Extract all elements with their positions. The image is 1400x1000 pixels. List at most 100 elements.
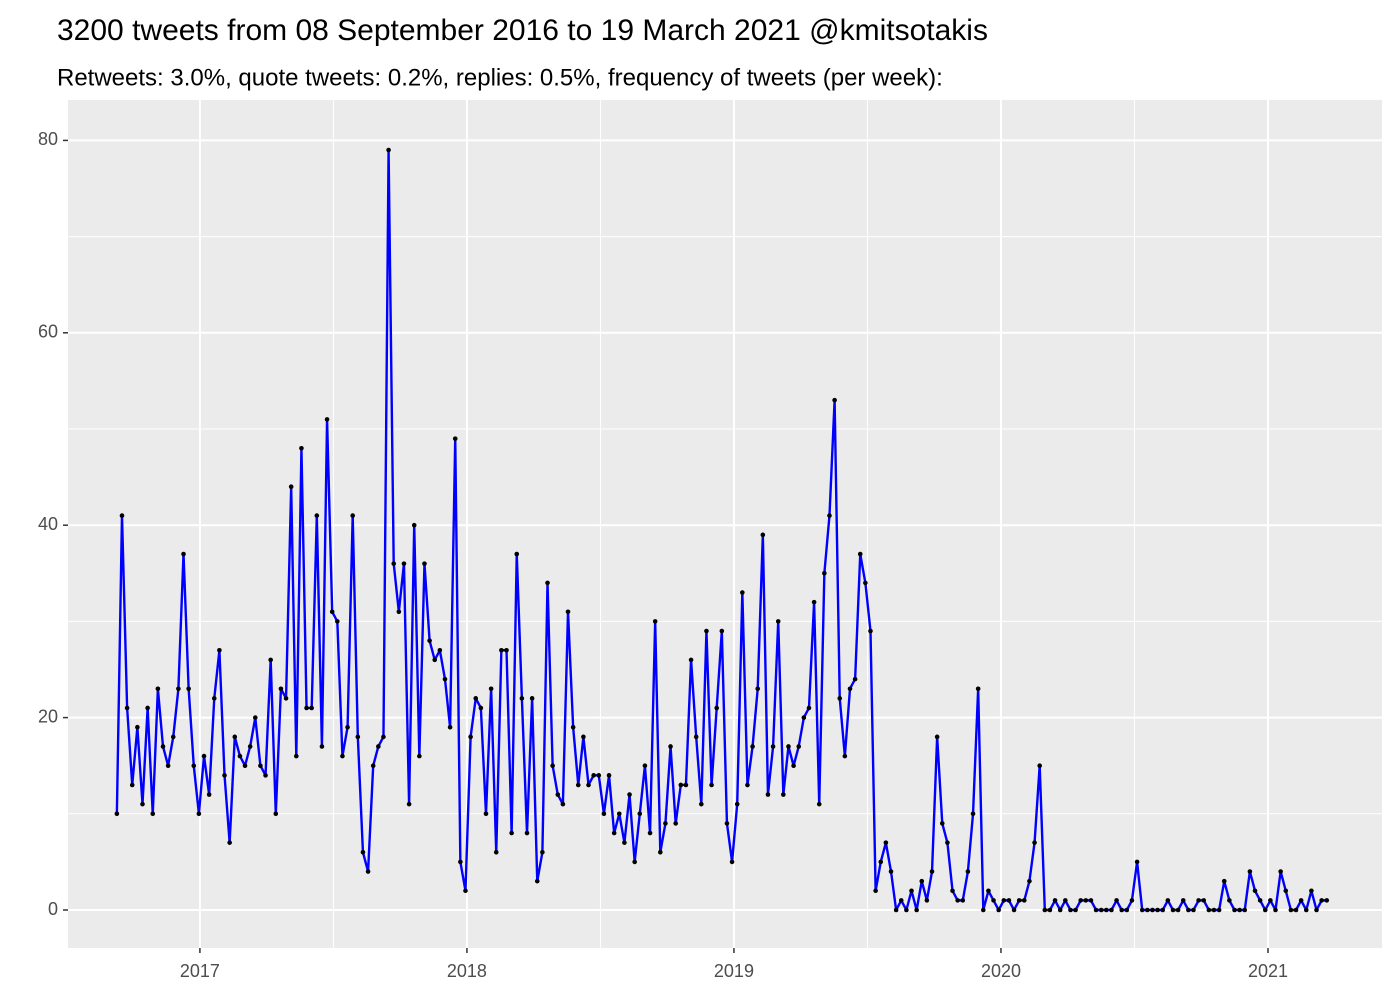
data-point [775, 619, 781, 624]
data-point [386, 147, 391, 153]
data-point [1216, 907, 1222, 913]
data-point [237, 753, 243, 759]
data-point [417, 753, 422, 759]
data-point [1001, 898, 1007, 903]
data-point [601, 811, 607, 817]
data-point [565, 609, 571, 615]
data-point [724, 821, 730, 826]
data-point [678, 782, 684, 788]
data-point [1032, 840, 1037, 845]
data-point [1309, 888, 1314, 894]
y-tick-label: 60 [38, 322, 58, 342]
data-point [534, 878, 540, 884]
data-point [955, 898, 960, 903]
data-point [883, 840, 889, 845]
data-point [781, 792, 786, 797]
y-tick-label: 80 [38, 129, 58, 149]
data-point [196, 811, 202, 817]
data-point [1191, 907, 1196, 913]
data-point [376, 744, 381, 749]
data-point [1175, 907, 1181, 913]
data-point [206, 792, 212, 797]
data-point [170, 734, 176, 740]
data-point [499, 647, 504, 653]
data-point [1252, 888, 1258, 894]
data-point [1134, 859, 1140, 865]
data-point [242, 763, 248, 769]
data-point [468, 734, 473, 740]
data-point [324, 417, 330, 422]
data-point [868, 628, 873, 634]
x-tick-label: 2019 [714, 961, 754, 981]
plot-panel [68, 100, 1382, 948]
data-point [1078, 898, 1083, 903]
data-point [904, 907, 909, 913]
data-point [1155, 907, 1160, 913]
data-point [135, 724, 140, 730]
data-point [1073, 907, 1078, 913]
data-point [1057, 907, 1063, 913]
data-point [939, 821, 945, 826]
data-point [370, 763, 376, 769]
data-point [186, 686, 191, 692]
chart-subtitle: Retweets: 3.0%, quote tweets: 0.2%, repl… [57, 64, 943, 91]
data-point [201, 753, 207, 759]
data-point [909, 888, 914, 894]
data-point [791, 763, 796, 769]
data-point [155, 686, 161, 692]
data-point [986, 888, 991, 894]
data-point [914, 907, 919, 913]
data-point [1237, 907, 1242, 913]
data-point [714, 705, 719, 711]
data-point [437, 647, 443, 653]
data-point [401, 561, 407, 566]
data-point [1042, 907, 1048, 913]
data-point [878, 859, 884, 865]
data-point [837, 696, 843, 701]
data-point [504, 647, 509, 653]
data-point [1206, 907, 1212, 913]
data-point [1298, 898, 1304, 903]
data-point [1124, 907, 1130, 913]
data-point [211, 696, 217, 701]
data-point [222, 773, 227, 778]
data-point [1247, 869, 1253, 874]
data-point [524, 830, 530, 836]
data-point [1319, 898, 1324, 903]
data-point [873, 888, 878, 894]
data-point [381, 734, 386, 740]
data-point [652, 619, 658, 624]
data-point [1283, 888, 1289, 894]
data-point [857, 551, 863, 557]
marks [114, 147, 1330, 913]
data-point [1047, 907, 1053, 913]
data-point [683, 782, 689, 788]
data-point [924, 898, 930, 903]
y-tick-label: 20 [38, 706, 58, 726]
data-point [934, 734, 940, 740]
data-point [832, 397, 837, 403]
data-point [611, 830, 617, 836]
data-point [365, 869, 371, 874]
data-point [550, 763, 555, 769]
data-point [463, 888, 468, 894]
data-point [591, 773, 596, 778]
data-point [1314, 907, 1319, 913]
data-point [991, 898, 996, 903]
data-point [350, 513, 355, 518]
data-point [704, 628, 709, 634]
data-point [442, 676, 448, 682]
y-tick-label: 0 [48, 899, 58, 919]
data-point [273, 811, 279, 817]
data-point [1027, 878, 1032, 884]
data-point [822, 571, 827, 576]
data-point [668, 744, 673, 749]
data-point [1022, 898, 1027, 903]
data-point [719, 628, 725, 634]
data-point [191, 763, 197, 769]
data-point [335, 619, 340, 624]
data-point [217, 647, 222, 653]
data-point [1093, 907, 1099, 913]
data-point [232, 734, 238, 740]
data-point [294, 753, 299, 759]
